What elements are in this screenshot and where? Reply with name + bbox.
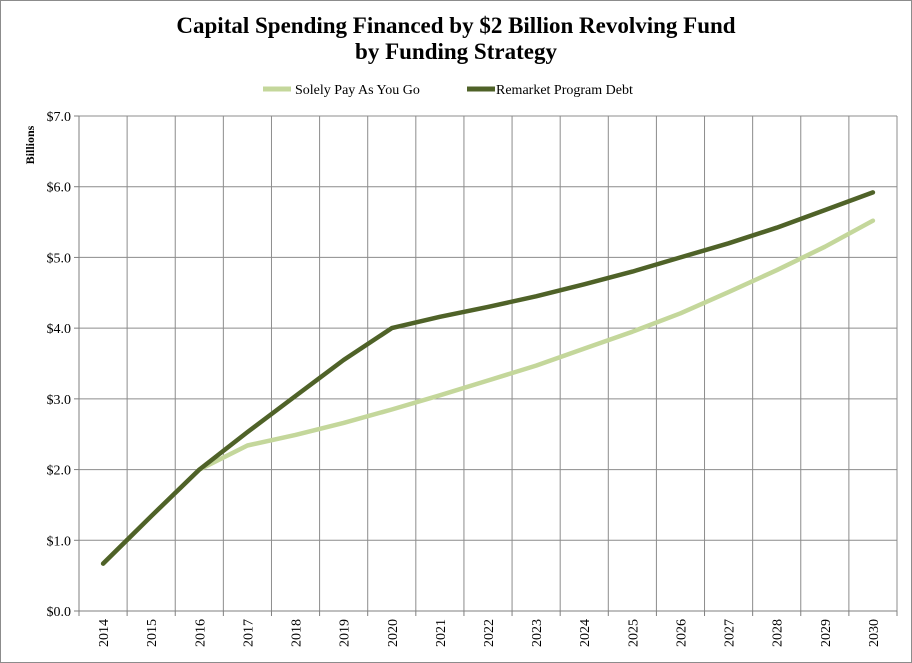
x-tick-labels: 2014 2015 2016 2017 2018 2019 2020 2021 2022 2023… [97,619,882,647]
x-tick-label: 2023 [530,619,545,647]
x-tick-label: 2028 [771,619,786,647]
y-tick-label: $7.0 [47,110,72,125]
x-tick-label: 2019 [338,619,353,647]
x-tick-label: 2022 [482,619,497,647]
grid [78,115,898,612]
series-lines [100,190,876,566]
legend: Solely Pay As You Go Remarket Program De… [263,83,633,98]
y-axis-title: Billions [23,125,37,164]
chart-subtitle: by Funding Strategy [355,39,557,64]
y-tick-label: $1.0 [47,534,72,549]
x-tick-label: 2027 [723,619,738,647]
x-tick-label: 2018 [290,619,305,647]
y-tick-labels: $0.0 $1.0 $2.0 $3.0 $4.0 $5.0 $6.0 $7.0 [47,110,72,620]
x-tick-label: 2024 [578,619,593,647]
y-tick-label: $3.0 [47,393,72,408]
y-tick-label: $5.0 [47,251,72,266]
axes [74,115,898,616]
x-tick-label: 2025 [626,619,641,647]
series-line-2 [100,190,876,566]
chart-title: Capital Spending Financed by $2 Billion … [176,13,735,38]
x-tick-label: 2016 [193,619,208,647]
legend-label-series-1: Solely Pay As You Go [295,83,420,98]
x-tick-label: 2015 [145,619,160,647]
y-tick-label: $6.0 [47,181,72,196]
y-tick-label: $4.0 [47,322,72,337]
series-line-1 [100,218,876,566]
y-tick-label: $0.0 [47,605,72,620]
y-tick-label: $2.0 [47,464,72,479]
x-tick-label: 2029 [819,619,834,647]
x-tick-label: 2021 [434,619,449,647]
x-tick-label: 2030 [867,619,882,647]
x-tick-label: 2014 [97,619,112,647]
x-tick-label: 2017 [241,619,256,647]
x-tick-label: 2020 [386,619,401,647]
legend-label-series-2: Remarket Program Debt [496,83,633,98]
x-tick-label: 2026 [674,619,689,647]
